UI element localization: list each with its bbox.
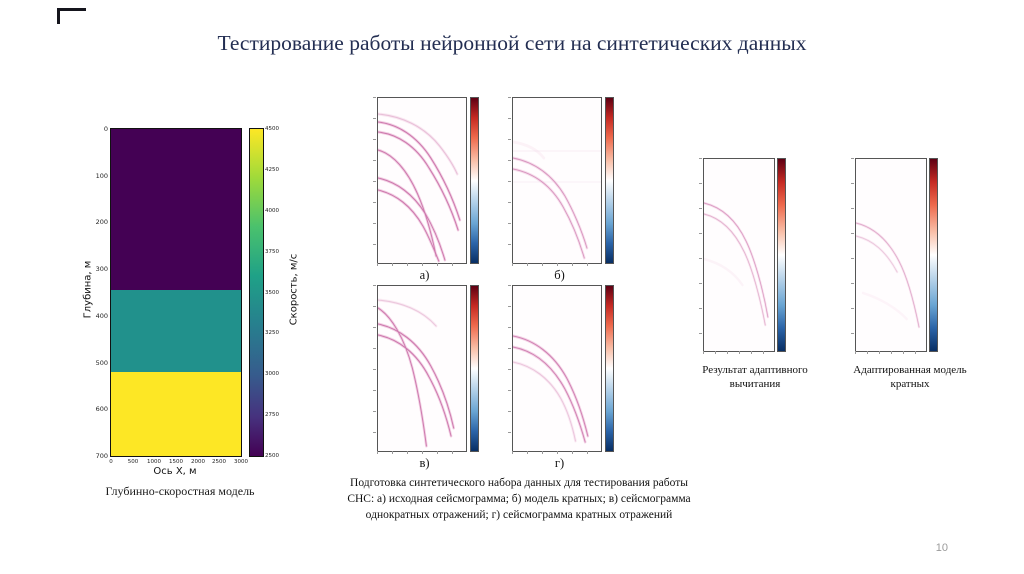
- seismogram-a-curves: [378, 112, 462, 263]
- colorbar-tick: 2750: [265, 412, 279, 418]
- x-tick-marks: [855, 351, 925, 354]
- y-tick-marks: [508, 97, 511, 262]
- velocity-model-plot: 0 100 200 300 400 500 600 700 0 500 1000…: [96, 125, 248, 465]
- colorbar-tick: 4000: [265, 208, 279, 214]
- seismogram-g-plot: [512, 285, 602, 452]
- velocity-model-caption: Глубинно-скоростная модель: [105, 484, 255, 498]
- result-subtraction-plot: [703, 158, 775, 352]
- x-tick: 1000: [147, 459, 161, 465]
- panel-label-b: б): [554, 268, 565, 282]
- x-tick: 2000: [191, 459, 205, 465]
- x-tick: 500: [127, 459, 139, 465]
- colorbar-tick: 3500: [265, 290, 279, 296]
- result-subtraction-caption: Результат адаптивного вычитания: [702, 364, 808, 391]
- y-tick: 400: [95, 312, 108, 320]
- colorbar-label: Скорость, м/с: [288, 253, 300, 326]
- seismogram-b-colorbar: [605, 97, 614, 264]
- x-tick-marks: [703, 351, 773, 354]
- panel-label-v: в): [419, 456, 430, 470]
- y-tick: 100: [95, 172, 108, 180]
- y-tick: 700: [95, 452, 108, 460]
- slide-title: Тестирование работы нейронной сети на си…: [217, 31, 807, 55]
- seismogram-grid-caption: Подготовка синтетического набора данных …: [347, 477, 691, 521]
- seismogram-a-colorbar: [470, 97, 479, 264]
- y-tick-marks: [373, 97, 376, 262]
- x-tick-marks: [512, 263, 600, 266]
- y-tick: 500: [95, 359, 108, 367]
- colorbar-tick: 3250: [265, 330, 279, 336]
- seismogram-v-curves: [378, 298, 455, 448]
- x-axis-label: Ось X, м: [153, 466, 197, 477]
- y-tick-marks: [699, 158, 702, 350]
- y-tick: 200: [95, 218, 108, 226]
- seismogram-b-curves: [513, 140, 601, 260]
- x-tick-marks: [377, 451, 465, 454]
- seismogram-v-plot: [377, 285, 467, 452]
- x-tick-marks: [512, 451, 600, 454]
- corner-decoration: [57, 8, 86, 24]
- result-multiples-plot: [855, 158, 927, 352]
- panel-label-a: а): [419, 268, 430, 282]
- x-tick: 0: [109, 459, 113, 465]
- panel-label-g: г): [554, 456, 565, 470]
- y-tick: 600: [95, 405, 108, 413]
- y-tick: 300: [95, 265, 108, 273]
- colorbar-tick: 3750: [265, 249, 279, 255]
- colorbar-tick: 4500: [265, 126, 279, 132]
- seismogram-g-curves: [513, 334, 590, 444]
- colorbar-tick: 3000: [265, 371, 279, 377]
- seismogram-g-colorbar: [605, 285, 614, 452]
- x-tick: 2500: [212, 459, 226, 465]
- y-axis-label: Глубина, м: [82, 260, 94, 319]
- seismogram-b-plot: [512, 97, 602, 264]
- x-tick: 3000: [234, 459, 248, 465]
- seismogram-a-plot: [377, 97, 467, 264]
- colorbar-tick: 2500: [265, 453, 279, 459]
- colorbar-tick: 4250: [265, 167, 279, 173]
- result-multiples-caption: Адаптированная модель кратных: [853, 364, 967, 391]
- x-tick-marks: [377, 263, 465, 266]
- result-multiples-colorbar: [929, 158, 938, 352]
- y-tick-marks: [508, 285, 511, 450]
- y-tick-marks: [851, 158, 854, 350]
- x-tick: 1500: [169, 459, 183, 465]
- result-subtraction-curves: [704, 201, 770, 327]
- velocity-colorbar: 4500 4250 4000 3750 3500 3250 3000 2750 …: [249, 126, 279, 459]
- y-tick: 0: [103, 125, 108, 133]
- y-tick-marks: [373, 285, 376, 450]
- seismogram-v-colorbar: [470, 285, 479, 452]
- page-number: 10: [935, 542, 948, 554]
- result-multiples-curves: [856, 221, 921, 329]
- result-subtraction-colorbar: [777, 158, 786, 352]
